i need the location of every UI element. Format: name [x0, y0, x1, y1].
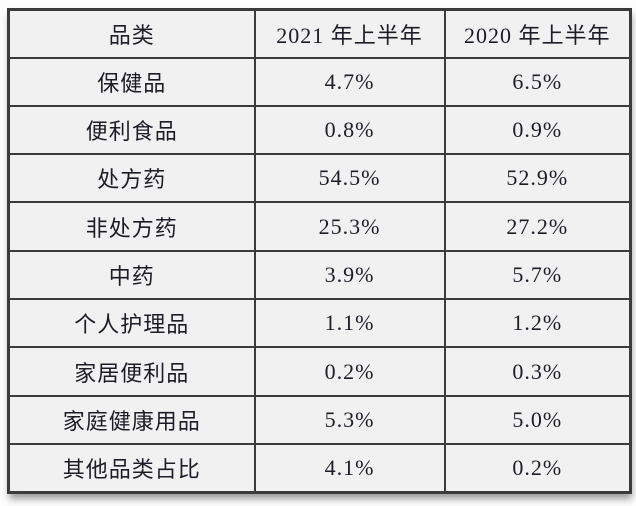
value-cell-2020: 27.2%	[443, 201, 632, 252]
value-cell-2021: 1.1%	[253, 298, 446, 349]
category-cell: 处方药	[7, 153, 256, 204]
table-row: 保健品 4.7% 6.5%	[7, 56, 632, 107]
value-cell-2020: 52.9%	[443, 153, 632, 204]
category-share-table: 品类 2021 年上半年 2020 年上半年 保健品 4.7% 6.5% 便利食…	[7, 8, 632, 494]
category-cell: 其他品类占比	[7, 443, 256, 494]
value-cell-2021: 4.7%	[253, 56, 446, 107]
value-cell-2021: 4.1%	[253, 443, 446, 494]
table-row: 个人护理品 1.1% 1.2%	[7, 298, 632, 349]
category-cell: 便利食品	[7, 104, 256, 156]
header-cell-2021h1: 2021 年上半年	[253, 8, 446, 59]
category-cell: 保健品	[7, 56, 256, 107]
value-cell-2020: 0.9%	[443, 104, 632, 156]
category-cell: 非处方药	[7, 201, 256, 252]
value-cell-2021: 25.3%	[253, 201, 446, 252]
category-cell: 个人护理品	[7, 298, 256, 349]
category-cell: 家居便利品	[7, 346, 256, 397]
value-cell-2021: 3.9%	[253, 249, 446, 301]
table-row: 其他品类占比 4.1% 0.2%	[7, 443, 632, 494]
value-cell-2021: 0.8%	[253, 104, 446, 156]
value-cell-2020: 0.2%	[443, 443, 632, 494]
table-row: 便利食品 0.8% 0.9%	[7, 104, 632, 156]
table-row: 非处方药 25.3% 27.2%	[7, 201, 632, 252]
table-row: 处方药 54.5% 52.9%	[7, 153, 632, 204]
category-cell: 家庭健康用品	[7, 394, 256, 446]
table-row: 家庭健康用品 5.3% 5.0%	[7, 394, 632, 446]
table-header-row: 品类 2021 年上半年 2020 年上半年	[7, 8, 632, 59]
header-cell-category: 品类	[7, 8, 256, 59]
category-cell: 中药	[7, 249, 256, 301]
value-cell-2020: 5.0%	[443, 394, 632, 446]
value-cell-2021: 54.5%	[253, 153, 446, 204]
value-cell-2020: 1.2%	[443, 298, 632, 349]
value-cell-2021: 5.3%	[253, 394, 446, 446]
table-row: 家居便利品 0.2% 0.3%	[7, 346, 632, 397]
value-cell-2020: 6.5%	[443, 56, 632, 107]
value-cell-2020: 0.3%	[443, 346, 632, 397]
table-row: 中药 3.9% 5.7%	[7, 249, 632, 301]
header-cell-2020h1: 2020 年上半年	[443, 8, 632, 59]
value-cell-2020: 5.7%	[443, 249, 632, 301]
value-cell-2021: 0.2%	[253, 346, 446, 397]
